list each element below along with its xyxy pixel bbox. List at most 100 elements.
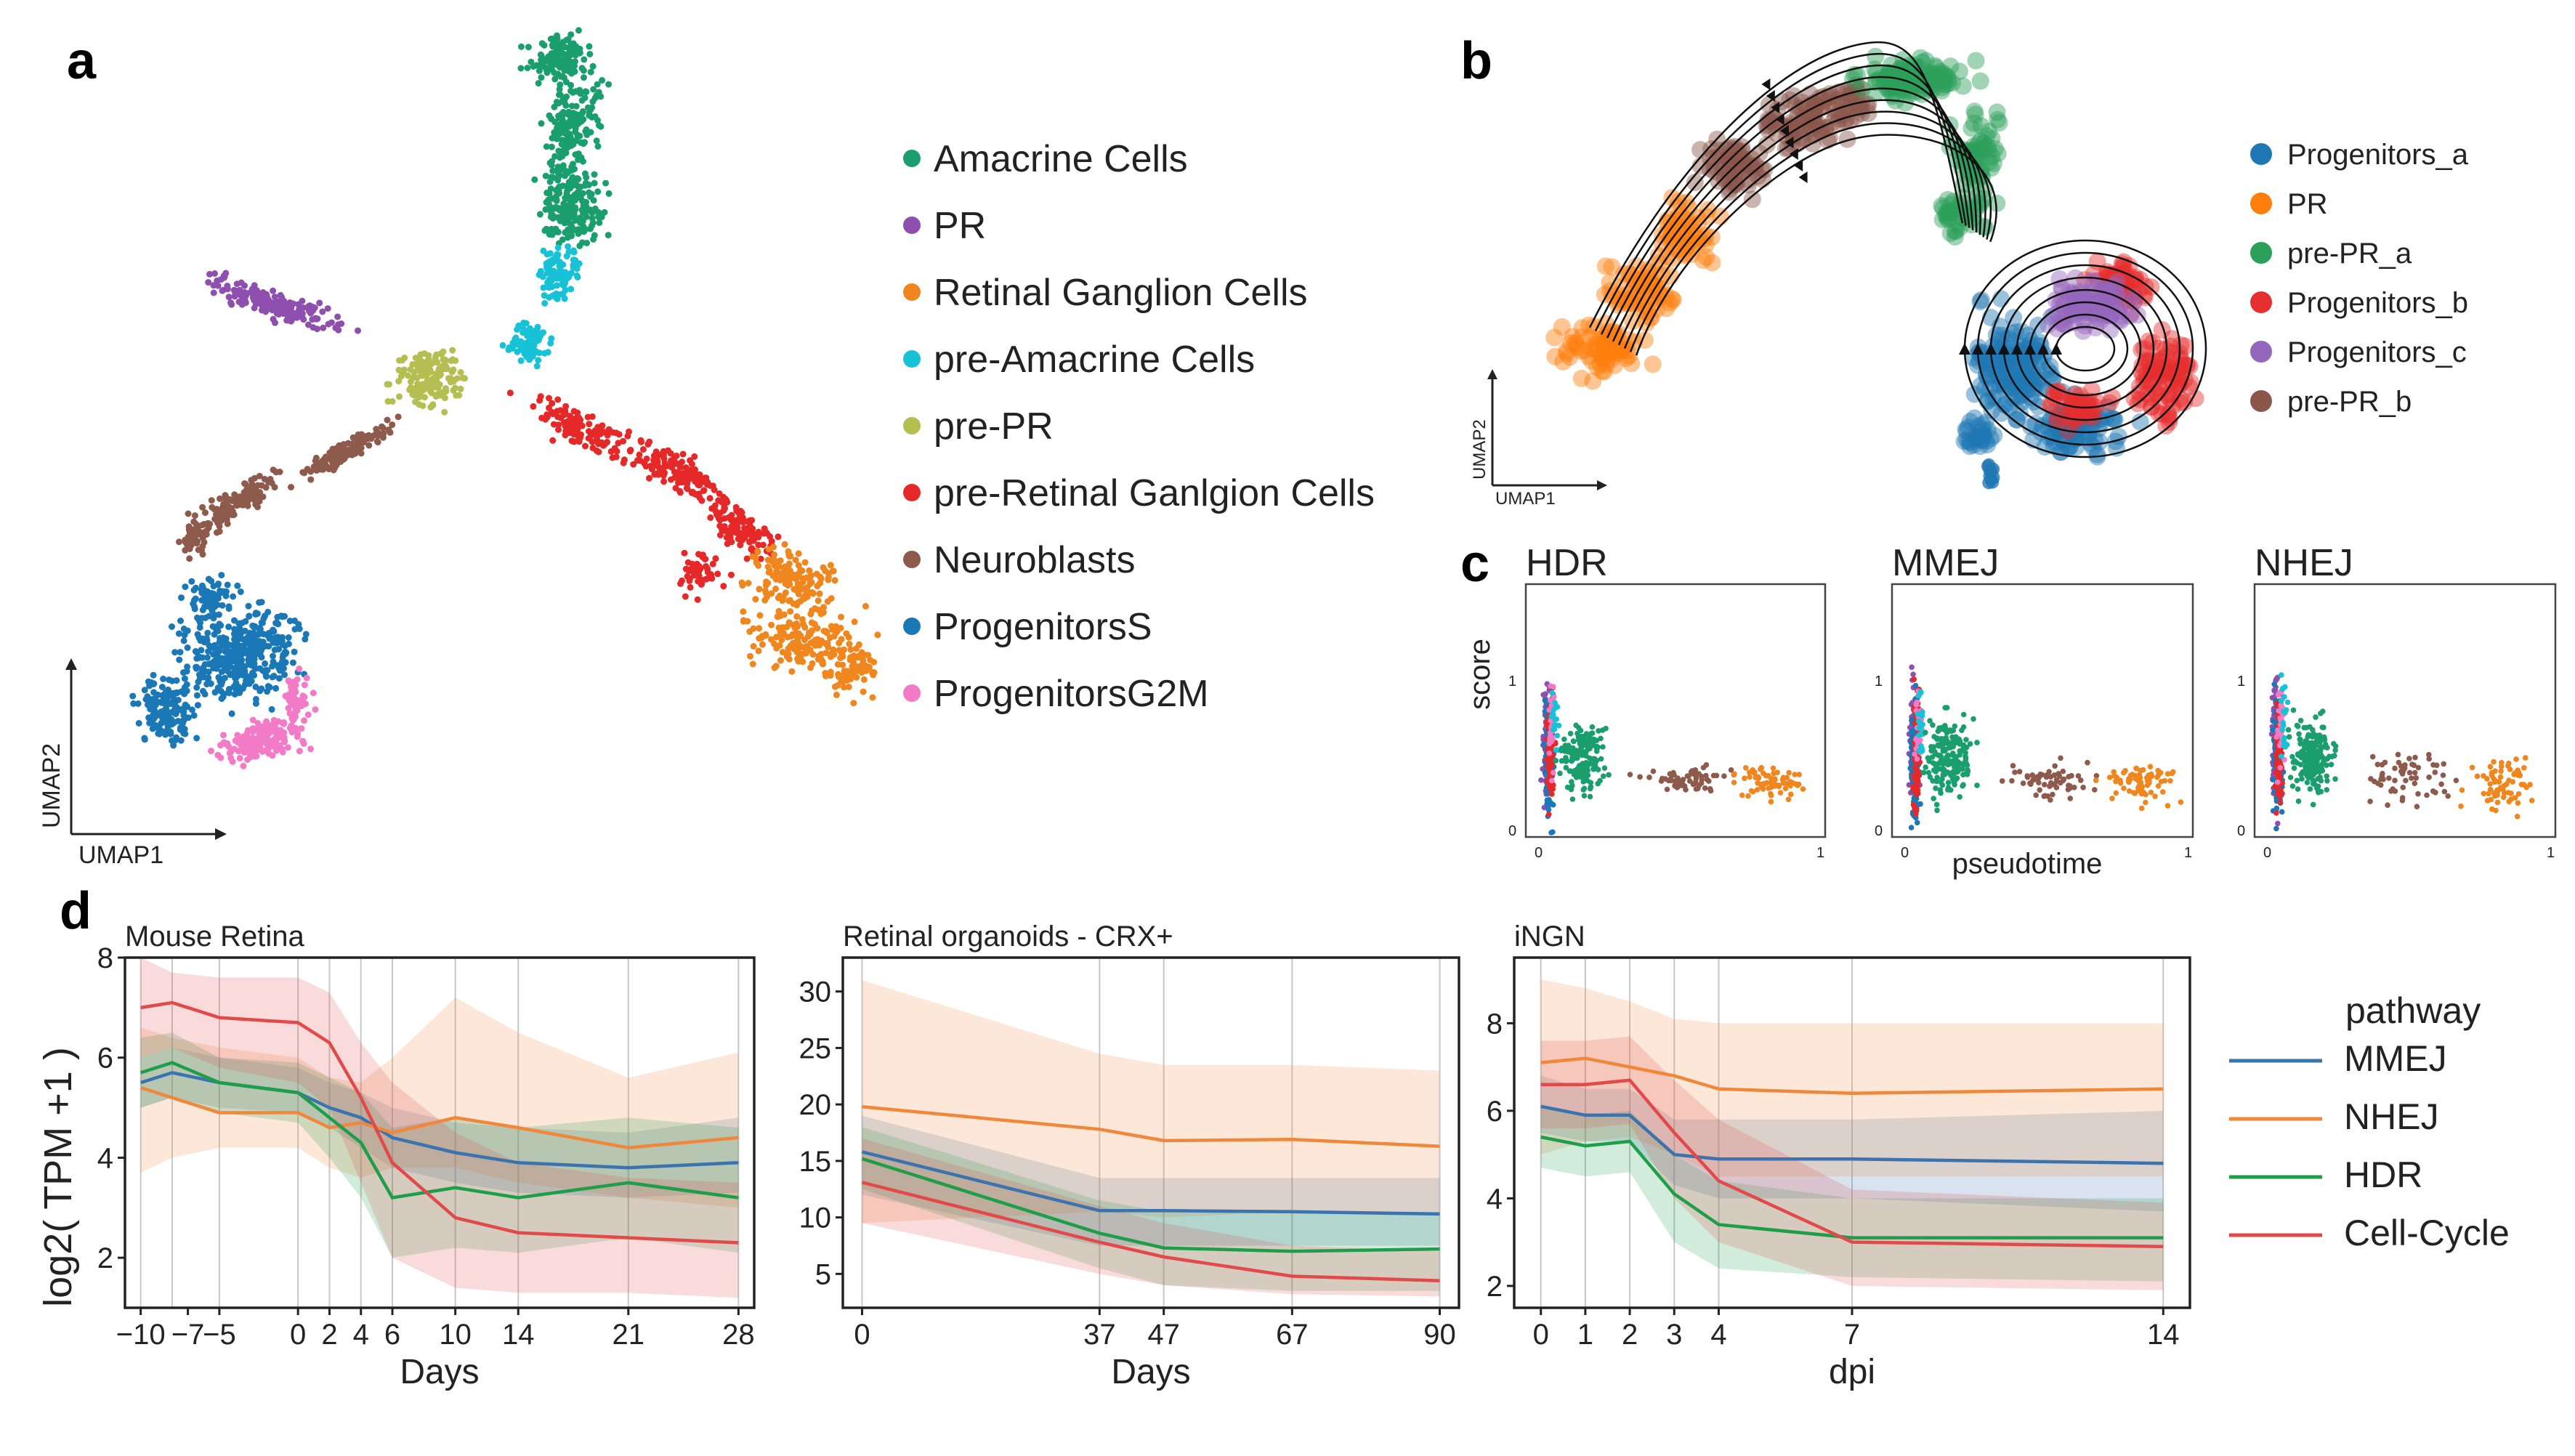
- umap-a-point: [538, 52, 545, 59]
- umap-a-point: [543, 411, 551, 418]
- panel-c-point: [1567, 730, 1574, 737]
- umap-a-point: [258, 599, 265, 606]
- umap-a-point: [727, 571, 735, 578]
- umap-a-point: [134, 700, 142, 707]
- umap-a-point: [552, 205, 559, 212]
- legend-b-marker: [2250, 242, 2272, 264]
- umap-a-point: [281, 671, 288, 679]
- umap-a-point: [556, 86, 563, 93]
- umap-a-point: [304, 711, 312, 719]
- umap-a-point: [251, 282, 258, 289]
- umap-a-point: [839, 653, 846, 660]
- umap-a-point: [552, 254, 559, 261]
- umap-a-point: [417, 351, 424, 358]
- panel-c-point: [1550, 786, 1556, 792]
- umap-a-point: [272, 684, 280, 692]
- umap-a-point: [227, 299, 235, 307]
- umap-a-point: [270, 652, 276, 660]
- umap-a-point: [174, 689, 181, 697]
- umap-a-point: [595, 439, 602, 446]
- umap-b-point: [1596, 257, 1614, 275]
- umap-a-point: [173, 677, 180, 684]
- umap-a-point: [709, 560, 716, 567]
- umap-a-point: [549, 267, 557, 275]
- umap-a-point: [192, 648, 199, 655]
- umap-a-cluster-neuroblasts-14: [288, 413, 402, 490]
- legend-b-label: pre-PR_b: [2287, 386, 2412, 418]
- legend-b-label: Progenitors_a: [2287, 139, 2469, 171]
- umap-a-point: [414, 365, 421, 373]
- umap-a-point: [255, 727, 262, 734]
- umap-a-point: [574, 274, 581, 280]
- umap-a-point: [150, 715, 158, 722]
- panel-c-point: [1569, 796, 1576, 802]
- umap-a-point: [198, 647, 205, 654]
- umap-b-point: [1966, 105, 1984, 124]
- umap-a-point: [522, 320, 530, 327]
- legend-a-label: PR: [934, 205, 986, 247]
- umap-a-point: [577, 422, 584, 429]
- umap-a-point: [554, 275, 561, 282]
- umap-a-point: [755, 541, 762, 549]
- umap-a-point: [270, 628, 278, 635]
- umap-a-point: [585, 434, 592, 442]
- panel-c-point: [1787, 779, 1793, 785]
- legend-a-label: Amacrine Cells: [934, 138, 1188, 180]
- umap-a-point: [819, 660, 826, 667]
- panel-c-point: [1788, 791, 1794, 798]
- umap-a-point: [716, 522, 724, 530]
- umap-a-point: [271, 484, 278, 491]
- umap-a-point: [175, 630, 182, 637]
- umap-a-point: [764, 530, 771, 537]
- umap-a-point: [605, 190, 613, 197]
- umap-a-point: [196, 674, 203, 682]
- panel-b-legend: Progenitors_aPRpre-PR_aProgenitors_bProg…: [2250, 139, 2469, 418]
- umap-a-point: [846, 640, 853, 647]
- umap-a-point: [210, 590, 217, 597]
- umap-a-point: [561, 295, 568, 302]
- umap-a-point: [524, 65, 531, 71]
- umap-a-point: [251, 474, 258, 482]
- umap-a-point: [597, 123, 605, 130]
- umap-a-point: [549, 259, 556, 267]
- umap-a-point: [307, 476, 315, 483]
- umap-a-point: [229, 497, 236, 504]
- umap-a-point: [281, 737, 288, 744]
- panel-c-point: [1754, 787, 1761, 793]
- umap-a-point: [240, 762, 247, 769]
- umap-a-point: [434, 359, 441, 366]
- umap-a-point: [557, 414, 565, 421]
- umap-a-point: [575, 150, 582, 158]
- umap-a-point: [205, 674, 212, 682]
- umap-a-point: [150, 681, 157, 688]
- umap-a-point: [605, 81, 613, 88]
- umap-a-point: [245, 602, 252, 610]
- umap-a-point: [572, 52, 579, 59]
- umap-a-point: [740, 608, 747, 615]
- panel-c-point: [1627, 772, 1633, 777]
- umap-a-point: [850, 700, 857, 707]
- umap-a-point: [291, 687, 299, 694]
- umap-a-point: [312, 706, 319, 713]
- umap-b-point: [1572, 369, 1590, 387]
- umap-a-point: [348, 445, 355, 452]
- umap-a-point: [521, 345, 528, 352]
- umap-a-point: [527, 58, 535, 65]
- umap-a-point: [656, 470, 663, 477]
- umap-a-point: [258, 619, 265, 626]
- umap-a-point: [541, 41, 548, 49]
- umap-a-point: [746, 538, 753, 546]
- umap-a-point: [307, 745, 315, 753]
- umap-a-point: [349, 434, 357, 441]
- panel-c-point: [1581, 793, 1588, 798]
- umap-a-point: [566, 418, 573, 426]
- legend-a-marker: [903, 484, 921, 501]
- panel-c-point: [1548, 777, 1555, 784]
- umap-a-point: [294, 730, 302, 737]
- umap-a-point: [276, 732, 283, 740]
- umap-a-point: [152, 695, 159, 702]
- umap-a-point: [548, 210, 555, 217]
- umap-b-point: [1703, 254, 1721, 272]
- umap-a-point: [682, 565, 690, 573]
